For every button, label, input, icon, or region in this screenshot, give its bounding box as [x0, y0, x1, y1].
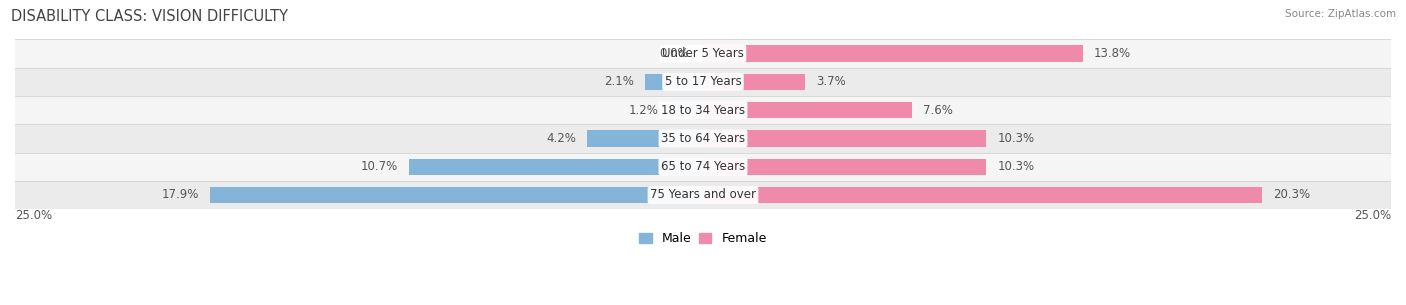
Text: 5 to 17 Years: 5 to 17 Years: [665, 75, 741, 88]
Text: Source: ZipAtlas.com: Source: ZipAtlas.com: [1285, 9, 1396, 19]
Bar: [703, 102, 912, 118]
Bar: [671, 102, 703, 118]
Text: 2.1%: 2.1%: [605, 75, 634, 88]
Bar: [645, 74, 703, 90]
Text: 35 to 64 Years: 35 to 64 Years: [661, 132, 745, 145]
Bar: [15, 39, 1391, 68]
Text: 10.7%: 10.7%: [360, 160, 398, 173]
Bar: [703, 187, 1261, 203]
Text: 20.3%: 20.3%: [1272, 188, 1310, 202]
Bar: [15, 181, 1391, 209]
Bar: [15, 152, 1391, 181]
Bar: [15, 68, 1391, 96]
Text: 65 to 74 Years: 65 to 74 Years: [661, 160, 745, 173]
Text: 25.0%: 25.0%: [15, 209, 52, 222]
Text: 18 to 34 Years: 18 to 34 Years: [661, 104, 745, 117]
Text: Under 5 Years: Under 5 Years: [662, 47, 744, 60]
Text: DISABILITY CLASS: VISION DIFFICULTY: DISABILITY CLASS: VISION DIFFICULTY: [11, 9, 288, 24]
Text: 3.7%: 3.7%: [815, 75, 845, 88]
Legend: Male, Female: Male, Female: [634, 228, 772, 250]
Text: 7.6%: 7.6%: [924, 104, 953, 117]
Bar: [703, 45, 1083, 62]
Bar: [703, 130, 987, 147]
Bar: [703, 159, 987, 175]
Text: 17.9%: 17.9%: [162, 188, 200, 202]
Bar: [15, 96, 1391, 124]
Text: 75 Years and over: 75 Years and over: [650, 188, 756, 202]
Bar: [588, 130, 703, 147]
Text: 4.2%: 4.2%: [547, 132, 576, 145]
Bar: [211, 187, 703, 203]
Text: 0.0%: 0.0%: [659, 47, 689, 60]
Text: 10.3%: 10.3%: [997, 132, 1035, 145]
Text: 10.3%: 10.3%: [997, 160, 1035, 173]
Text: 25.0%: 25.0%: [1354, 209, 1391, 222]
Bar: [15, 124, 1391, 152]
Bar: [703, 74, 804, 90]
Text: 1.2%: 1.2%: [628, 104, 659, 117]
Text: 13.8%: 13.8%: [1094, 47, 1130, 60]
Bar: [409, 159, 703, 175]
